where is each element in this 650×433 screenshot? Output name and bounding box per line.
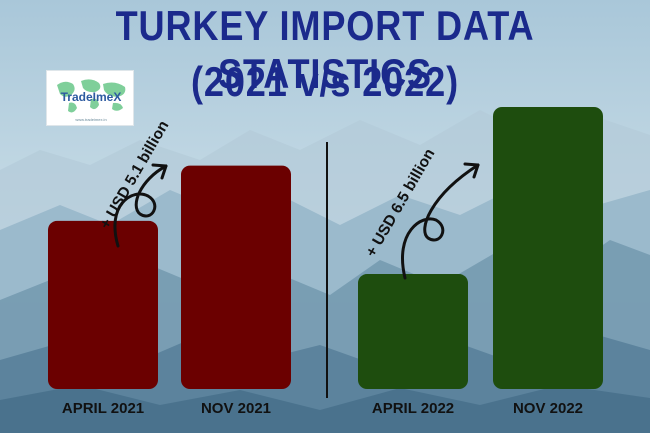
page-title: TURKEY IMPORT DATA STATISTICS (115, 2, 535, 97)
growth-annotation: + USD 5.1 billion (97, 118, 173, 232)
bar-nov-2021 (181, 165, 291, 389)
x-tick-label: APRIL 2021 (62, 400, 144, 417)
x-tick-label: APRIL 2022 (372, 400, 454, 417)
x-tick-label: NOV 2022 (513, 400, 583, 417)
bar-nov-2022 (493, 107, 603, 389)
growth-arrow (113, 164, 168, 248)
growth-arrow (401, 163, 480, 280)
page-subtitle: (2021 v/s 2022) (191, 58, 459, 105)
arrow-head-icon (151, 163, 168, 180)
logo-wordmark: TradeImeX (60, 90, 122, 104)
arrow-head-icon (463, 162, 480, 179)
tradeimex-logo: TradeImeX www.tradeimex.in (46, 70, 134, 126)
world-map-icon (57, 79, 126, 113)
growth-annotation: + USD 6.5 billion (363, 146, 439, 260)
x-tick-label: NOV 2021 (201, 400, 271, 417)
bar-april-2021 (48, 220, 158, 389)
bar-april-2022 (358, 274, 468, 389)
logo-tagline: www.tradeimex.in (75, 117, 107, 122)
